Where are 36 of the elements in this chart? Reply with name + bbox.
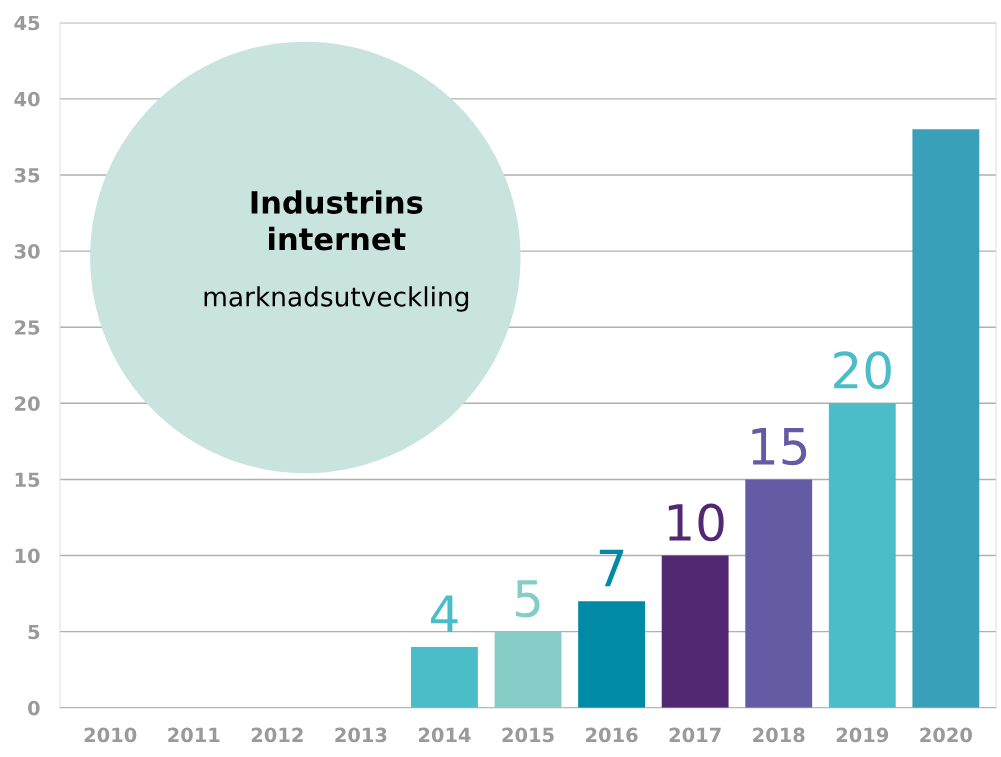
data-label: 4 [431, 595, 458, 632]
x-tick-label: 2016 [586, 727, 638, 743]
bar [411, 646, 478, 708]
y-tick-label: 15 [15, 472, 40, 488]
y-tick-label: 5 [28, 624, 40, 640]
y-tick-label: 30 [14, 244, 40, 259]
x-tick-label: 2010 [84, 727, 137, 743]
y-tick-label: 10 [15, 548, 40, 564]
text: Industrins internet [251, 190, 423, 251]
bar [578, 601, 646, 708]
data-label: 5 [515, 580, 540, 618]
y-tick-label: 25 [15, 320, 40, 335]
x-tick-label: 2020 [920, 727, 972, 743]
bar [661, 555, 729, 708]
y-tick-label: 35 [14, 167, 40, 183]
y-tick-label: 0 [28, 700, 40, 716]
x-tick-label: 2018 [753, 727, 805, 743]
x-tick-label: 2013 [335, 727, 387, 743]
bar [828, 403, 896, 708]
data-label: 20 [834, 351, 891, 390]
x-tick-label: 2019 [836, 727, 889, 743]
data-label: 15 [752, 428, 807, 466]
text: marknadsutveckling [204, 286, 469, 312]
x-tick-label: 2015 [502, 727, 554, 743]
x-tick-label: 2017 [669, 727, 721, 743]
bar [494, 631, 562, 708]
y-tick-label: 20 [15, 396, 40, 411]
bar [745, 479, 813, 708]
x-tick-label: 2012 [251, 727, 303, 743]
y-tick-label: 45 [14, 15, 40, 31]
bar [912, 129, 980, 708]
x-tick-label: 2011 [168, 727, 220, 743]
data-label: 10 [668, 503, 724, 542]
x-tick-label: 2014 [418, 727, 471, 743]
data-label: 7 [599, 549, 624, 587]
y-tick-label: 40 [14, 91, 40, 107]
